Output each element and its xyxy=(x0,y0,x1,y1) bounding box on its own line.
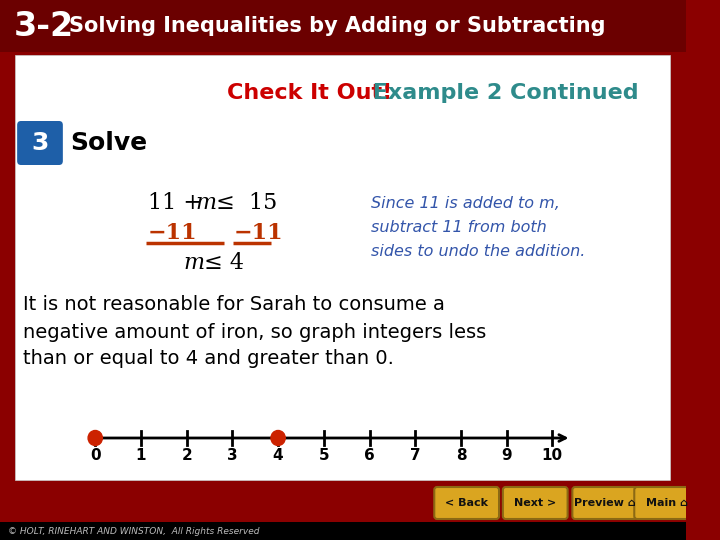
FancyBboxPatch shape xyxy=(0,0,685,52)
Text: < Back: < Back xyxy=(445,498,488,508)
Text: 3: 3 xyxy=(227,449,238,463)
Text: sides to undo the addition.: sides to undo the addition. xyxy=(372,244,586,259)
Text: 9: 9 xyxy=(501,449,512,463)
FancyBboxPatch shape xyxy=(17,121,63,165)
FancyBboxPatch shape xyxy=(434,487,499,519)
Circle shape xyxy=(271,430,285,445)
Text: Check It Out!: Check It Out! xyxy=(227,83,392,103)
Text: Since 11 is added to m,: Since 11 is added to m, xyxy=(372,195,560,211)
Text: ≤  15: ≤ 15 xyxy=(209,192,276,214)
Text: 7: 7 xyxy=(410,449,420,463)
Text: 8: 8 xyxy=(456,449,467,463)
Text: Next >: Next > xyxy=(514,498,557,508)
Text: ≤ 4: ≤ 4 xyxy=(197,252,244,274)
Text: than or equal to 4 and greater than 0.: than or equal to 4 and greater than 0. xyxy=(23,349,394,368)
FancyBboxPatch shape xyxy=(0,522,685,540)
Text: Example 2 Continued: Example 2 Continued xyxy=(365,83,639,103)
Text: 0: 0 xyxy=(90,449,101,463)
Text: 2: 2 xyxy=(181,449,192,463)
FancyBboxPatch shape xyxy=(503,487,567,519)
Text: 11 +: 11 + xyxy=(148,192,209,214)
Text: −11: −11 xyxy=(148,222,197,244)
Text: 1: 1 xyxy=(135,449,146,463)
Text: Solving Inequalities by Adding or Subtracting: Solving Inequalities by Adding or Subtra… xyxy=(68,16,605,36)
Text: It is not reasonable for Sarah to consume a: It is not reasonable for Sarah to consum… xyxy=(23,295,445,314)
Text: Main ⌂: Main ⌂ xyxy=(646,498,688,508)
FancyBboxPatch shape xyxy=(572,487,637,519)
Text: 4: 4 xyxy=(273,449,284,463)
Text: Preview ⌂: Preview ⌂ xyxy=(574,498,636,508)
Text: 3: 3 xyxy=(31,131,49,155)
Text: m: m xyxy=(184,252,205,274)
Text: −11: −11 xyxy=(233,222,283,244)
FancyBboxPatch shape xyxy=(0,480,685,522)
Text: 6: 6 xyxy=(364,449,375,463)
Circle shape xyxy=(88,430,102,445)
Text: subtract 11 from both: subtract 11 from both xyxy=(372,219,547,234)
FancyBboxPatch shape xyxy=(634,487,699,519)
Text: 3-2: 3-2 xyxy=(14,10,73,43)
Text: m: m xyxy=(195,192,216,214)
Text: negative amount of iron, so graph integers less: negative amount of iron, so graph intege… xyxy=(23,322,486,341)
Text: © HOLT, RINEHART AND WINSTON,  All Rights Reserved: © HOLT, RINEHART AND WINSTON, All Rights… xyxy=(8,526,259,536)
FancyBboxPatch shape xyxy=(15,55,670,480)
Text: 5: 5 xyxy=(318,449,329,463)
Text: Solve: Solve xyxy=(71,131,148,155)
Text: 10: 10 xyxy=(542,449,563,463)
